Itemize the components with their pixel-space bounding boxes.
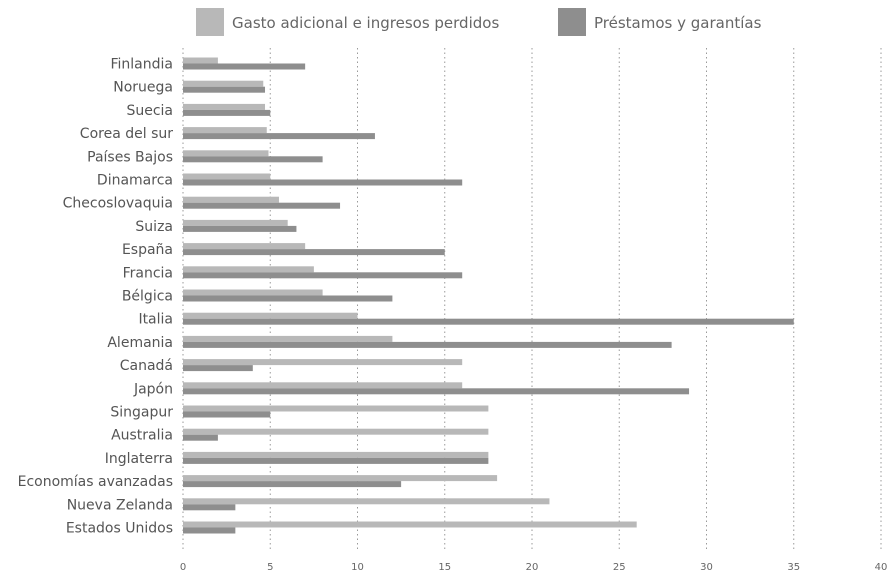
- x-tick-label: 25: [613, 562, 626, 572]
- x-tick-label: 5: [267, 562, 273, 572]
- bar-loans-guarantees: [183, 365, 253, 372]
- x-tick-label: 30: [700, 562, 713, 572]
- bar-additional-spending: [183, 80, 264, 87]
- category-label: Dinamarca: [97, 173, 173, 189]
- category-label: Corea del sur: [80, 126, 173, 142]
- bar-loans-guarantees: [183, 156, 323, 163]
- bar-additional-spending: [183, 498, 550, 505]
- legend-swatch-additional-spending: [196, 8, 224, 36]
- category-label: Singapur: [110, 405, 173, 421]
- legend-label-loans-guarantees: Préstamos y garantías: [594, 14, 762, 32]
- bar-additional-spending: [183, 243, 306, 250]
- bar-additional-spending: [183, 335, 393, 342]
- x-tick-label: 15: [438, 562, 451, 572]
- category-label: Bélgica: [122, 289, 173, 305]
- legend: Gasto adicional e ingresos perdidos Prés…: [196, 8, 762, 36]
- category-label: Finlandia: [111, 57, 174, 73]
- bar-loans-guarantees: [183, 86, 266, 93]
- bar-loans-guarantees: [183, 481, 402, 488]
- bar-additional-spending: [183, 521, 637, 528]
- bar-additional-spending: [183, 289, 323, 296]
- category-label: Suiza: [135, 219, 173, 235]
- x-tick-label: 40: [875, 562, 888, 572]
- category-label: Canadá: [120, 358, 173, 374]
- bar-loans-guarantees: [183, 318, 794, 325]
- bar-loans-guarantees: [183, 109, 271, 116]
- bar-additional-spending: [183, 382, 463, 389]
- category-label: Checoslovaquia: [63, 196, 173, 212]
- x-tick-label: 20: [526, 562, 539, 572]
- bar-additional-spending: [183, 173, 271, 180]
- category-label: Alemania: [107, 335, 173, 351]
- bar-additional-spending: [183, 359, 463, 366]
- legend-swatch-loans-guarantees: [558, 8, 586, 36]
- bar-additional-spending: [183, 57, 218, 64]
- bar-loans-guarantees: [183, 388, 690, 395]
- category-label: Inglaterra: [105, 451, 173, 467]
- category-label: Italia: [138, 312, 173, 328]
- bar-additional-spending: [183, 405, 489, 412]
- bar-loans-guarantees: [183, 527, 236, 534]
- x-tick-label: 0: [180, 562, 186, 572]
- bar-loans-guarantees: [183, 272, 463, 279]
- bar-loans-guarantees: [183, 295, 393, 302]
- bar-loans-guarantees: [183, 341, 672, 348]
- x-tick-label: 10: [351, 562, 364, 572]
- x-axis-ticks: 0 5 10 15 20 25 30 35 40: [180, 562, 888, 572]
- bar-additional-spending: [183, 451, 489, 458]
- category-label: Países Bajos: [87, 149, 173, 165]
- category-label: Economías avanzadas: [18, 474, 173, 490]
- category-label: España: [122, 242, 173, 258]
- bar-additional-spending: [183, 196, 279, 203]
- category-label: Noruega: [113, 80, 173, 96]
- bar-additional-spending: [183, 150, 269, 157]
- category-label: Estados Unidos: [66, 521, 173, 537]
- category-label: Francia: [123, 265, 173, 281]
- bar-loans-guarantees: [183, 249, 445, 256]
- bar-loans-guarantees: [183, 202, 341, 209]
- bar-loans-guarantees: [183, 457, 489, 464]
- bar-additional-spending: [183, 428, 489, 435]
- bar-loans-guarantees: [183, 133, 375, 140]
- bar-additional-spending: [183, 266, 314, 273]
- bar-loans-guarantees: [183, 225, 297, 232]
- category-labels: Finlandia Noruega Suecia Corea del sur Paíse…: [18, 57, 174, 537]
- bar-loans-guarantees: [183, 63, 306, 70]
- bars: [183, 57, 794, 534]
- bar-additional-spending: [183, 312, 358, 319]
- bar-additional-spending: [183, 475, 498, 482]
- bar-loans-guarantees: [183, 504, 236, 511]
- category-label: Nueva Zelanda: [67, 497, 173, 513]
- bar-additional-spending: [183, 219, 288, 226]
- bar-additional-spending: [183, 127, 267, 134]
- category-label: Japón: [133, 381, 173, 397]
- x-tick-label: 35: [787, 562, 800, 572]
- legend-label-additional-spending: Gasto adicional e ingresos perdidos: [232, 14, 499, 32]
- bar-loans-guarantees: [183, 179, 463, 186]
- bar-additional-spending: [183, 103, 266, 110]
- category-label: Australia: [111, 428, 173, 444]
- bar-loans-guarantees: [183, 434, 218, 441]
- bar-loans-guarantees: [183, 411, 271, 418]
- category-label: Suecia: [126, 103, 173, 119]
